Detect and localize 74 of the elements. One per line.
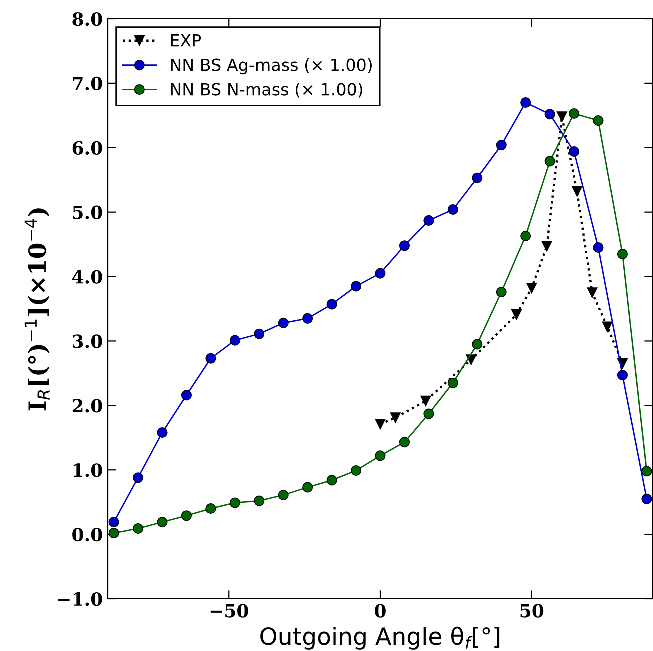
point: [157, 517, 168, 528]
point: [350, 465, 362, 476]
point: [302, 482, 314, 493]
point: [230, 498, 240, 508]
point: [617, 248, 628, 260]
point: [520, 230, 532, 242]
point: [350, 281, 362, 292]
point: [568, 146, 580, 158]
point: [556, 112, 568, 122]
x-tick-label: 50: [520, 604, 544, 618]
point: [399, 240, 410, 252]
point: [206, 353, 216, 364]
point: [157, 427, 168, 438]
point: [472, 172, 483, 184]
y-tick-label: 1.0: [74, 464, 102, 478]
legend-label: NN BS Ag-mass (× 1.00): [171, 58, 372, 75]
y-tick-label: 2.0: [72, 399, 102, 413]
point: [326, 475, 338, 486]
point: [375, 419, 386, 430]
point: [572, 186, 583, 197]
point: [132, 523, 144, 534]
point: [278, 490, 289, 501]
point: [390, 412, 401, 424]
point: [326, 299, 338, 310]
point: [108, 517, 120, 528]
point: [511, 310, 522, 320]
y-tick-label: 3.0: [72, 334, 102, 348]
y-tick-label: 5.0: [73, 206, 102, 220]
point: [593, 116, 604, 126]
y-tick-label: 7.0: [73, 76, 102, 91]
y-tick-label: 6.0: [72, 141, 102, 156]
x-tick-label: 0: [375, 604, 386, 618]
point: [496, 286, 507, 298]
x-tick-label: −50: [210, 604, 248, 618]
point: [420, 396, 432, 406]
point: [375, 268, 386, 279]
point: [108, 528, 120, 539]
point: [642, 494, 652, 504]
point: [181, 390, 192, 401]
y-axis-title: I$_{R}$[(°)$^{−1}$](×10$^{−4}$): [24, 208, 50, 411]
point: [278, 318, 289, 328]
point: [542, 241, 552, 252]
point: [424, 215, 434, 226]
point: [544, 156, 556, 167]
x-axis-title: Outgoing Angle θ$_{f}$[°]: [260, 626, 500, 650]
y-tick-label: 4.0: [72, 270, 102, 284]
point: [496, 140, 507, 151]
point: [568, 108, 580, 120]
y-tick-label: −1.0: [58, 592, 102, 606]
point: [642, 466, 652, 477]
point: [472, 339, 483, 350]
point: [302, 313, 314, 324]
point: [399, 437, 410, 448]
y-tick-label: 8.0: [72, 12, 102, 26]
point: [544, 109, 556, 120]
point: [181, 510, 192, 522]
point: [254, 328, 265, 340]
point: [424, 408, 434, 420]
point: [375, 450, 386, 462]
point: [206, 503, 216, 514]
point: [448, 378, 458, 388]
legend-label: NN BS N-mass (× 1.00): [171, 82, 362, 98]
point: [448, 204, 458, 216]
point: [132, 472, 144, 484]
point: [593, 242, 604, 254]
point: [230, 335, 240, 346]
point: [617, 370, 628, 381]
y-tick-label: 0.0: [72, 528, 102, 542]
point: [520, 97, 532, 108]
legend-label: EXP: [171, 34, 202, 47]
point: [602, 322, 613, 332]
point: [526, 283, 538, 294]
point: [254, 496, 265, 506]
point: [587, 288, 598, 298]
